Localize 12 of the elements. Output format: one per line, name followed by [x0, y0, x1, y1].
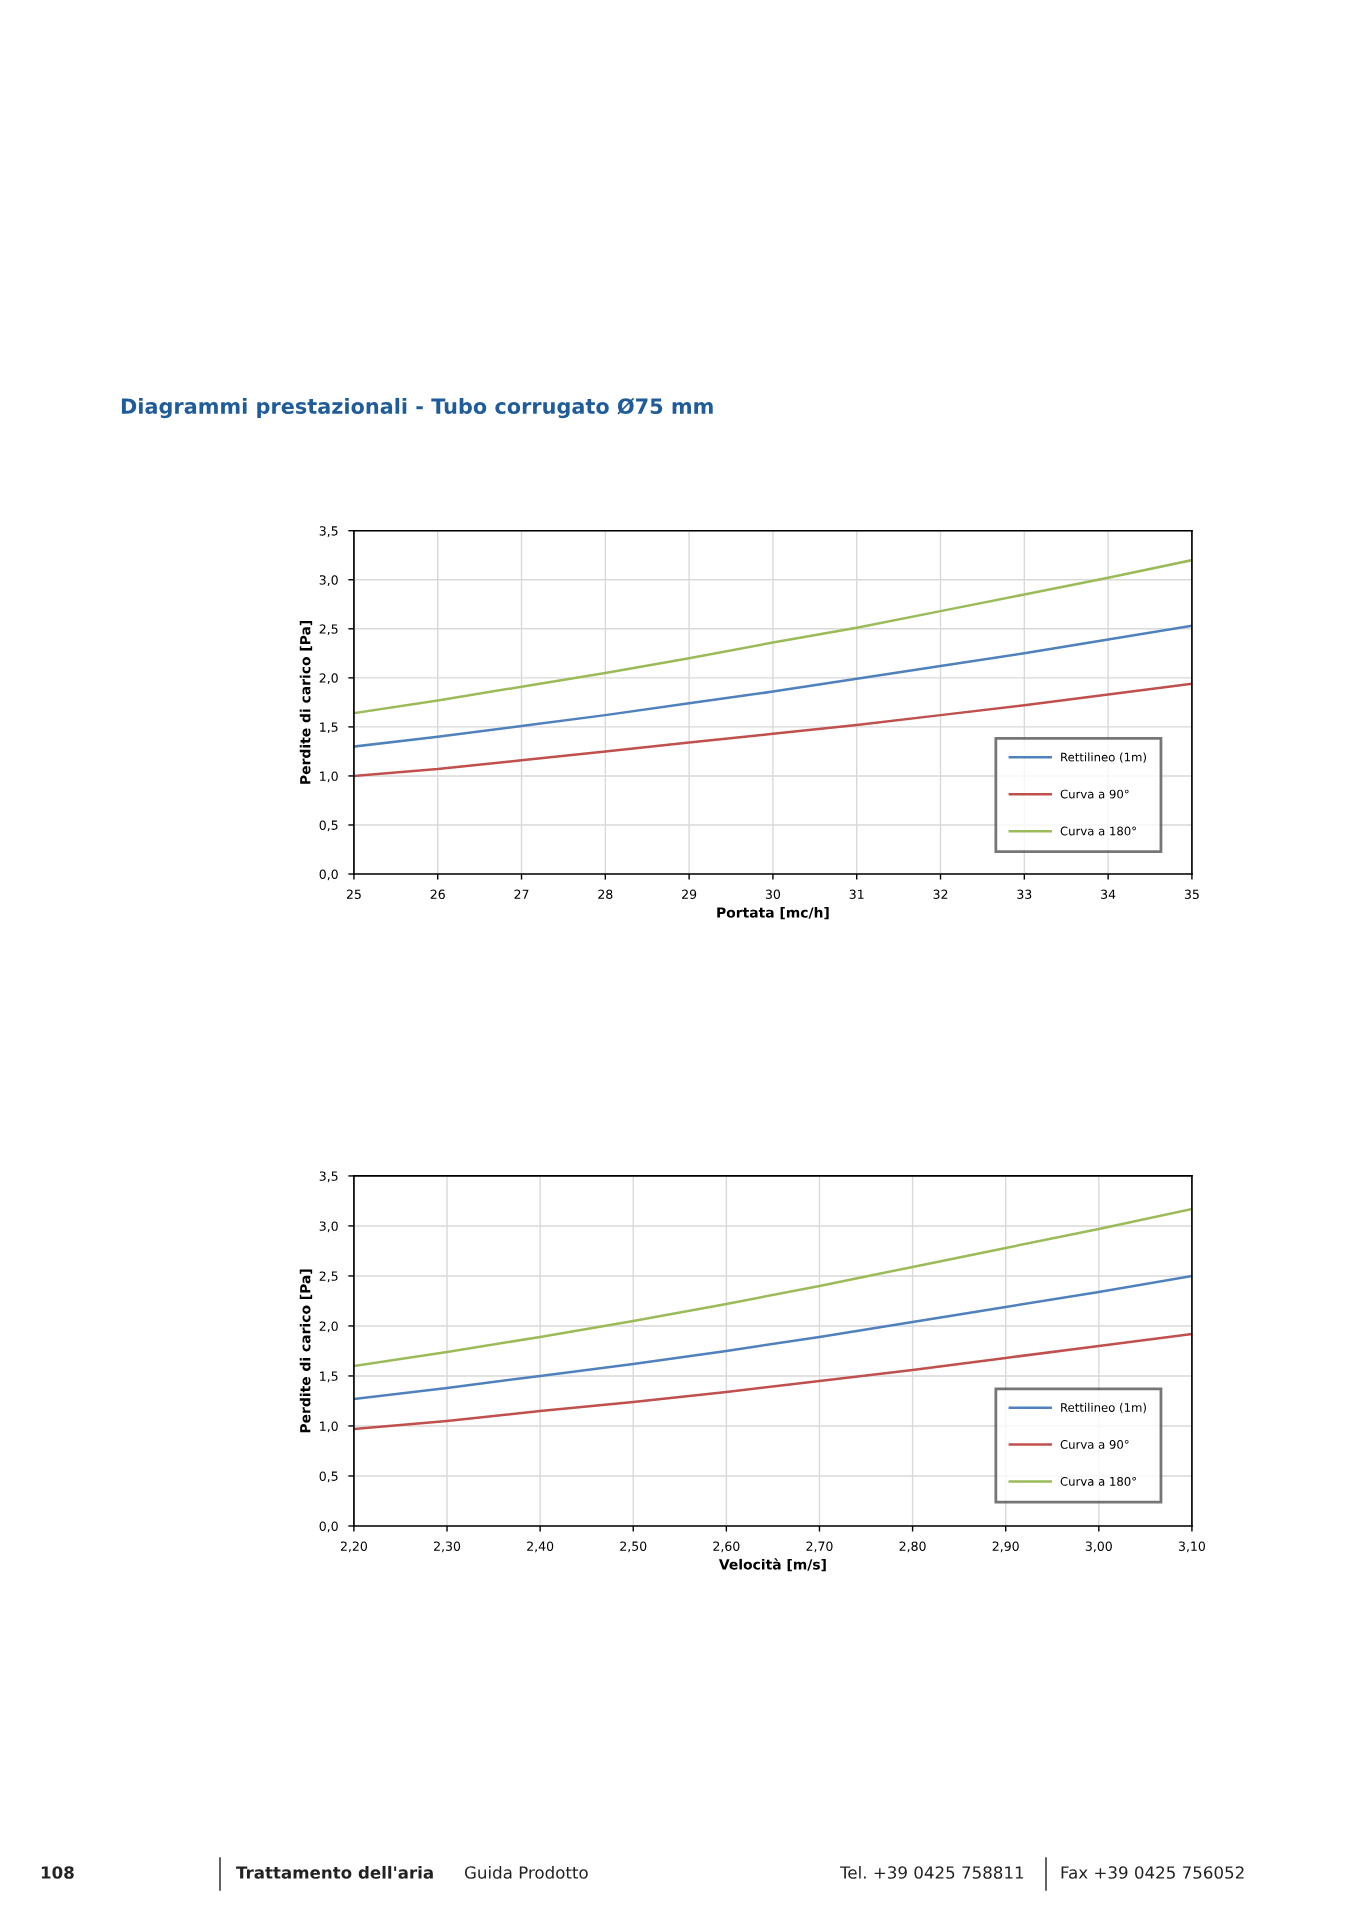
- line-series: [353, 558, 1192, 715]
- text: 108: [41, 1866, 74, 1879]
- text: Guida Prodotto: [464, 1865, 588, 1879]
- text: Tel. +39 0425 758811: [839, 1865, 1024, 1879]
- text: Fax +39 0425 756052: [1061, 1866, 1244, 1879]
- chart-title: Diagrammi prestazionali - Tubo corrugato Ø75 mm: [121, 397, 713, 419]
- line-series: [353, 624, 1192, 748]
- line-series: [353, 1332, 1192, 1431]
- line-series: [353, 1207, 1192, 1368]
- line-series: [353, 682, 1192, 778]
- line-series: [353, 1274, 1192, 1401]
- text: Trattamento dell'aria: [236, 1865, 433, 1879]
